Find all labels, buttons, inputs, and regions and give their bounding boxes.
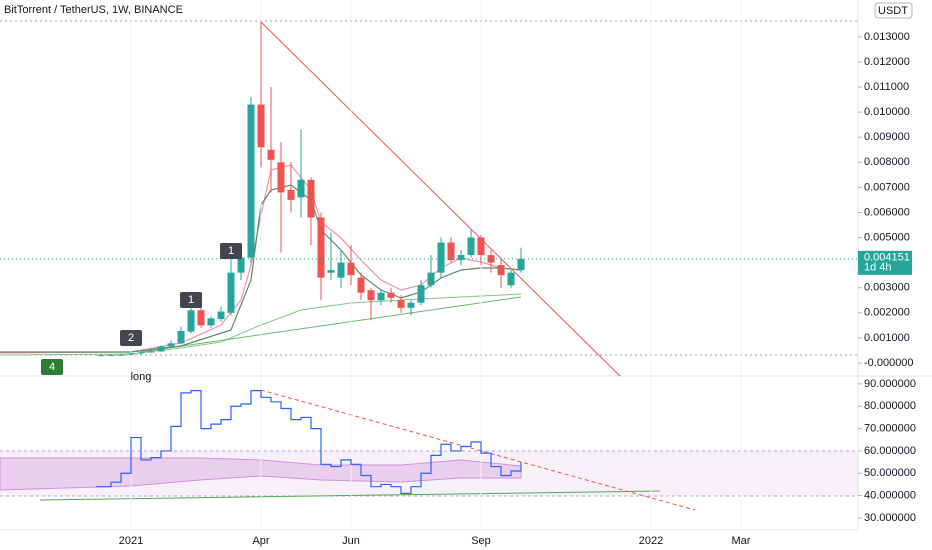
candle-body — [197, 310, 205, 326]
candle-body — [347, 262, 355, 276]
candle-body — [377, 292, 385, 301]
candle-body — [367, 290, 375, 301]
candle-body — [107, 354, 115, 356]
y-tick-label: 70.000000 — [864, 423, 916, 435]
y-tick-label: 0.012000 — [864, 56, 910, 68]
y-tick-label: 90.000000 — [864, 378, 916, 390]
candle-body — [177, 330, 185, 344]
candle-body — [247, 104, 255, 258]
y-tick-label: 0.001000 — [864, 332, 910, 344]
y-tick-label: 0.002000 — [864, 307, 910, 319]
y-tick-label: 0.013000 — [864, 31, 910, 43]
candle-body — [477, 237, 485, 256]
rsi-trend-line — [39, 490, 661, 501]
x-tick-label: Apr — [252, 535, 269, 547]
candle-body — [297, 179, 305, 198]
y-tick-label: 0.009000 — [864, 131, 910, 143]
signal-flag — [180, 292, 202, 308]
x-tick-label: 2021 — [119, 535, 143, 547]
currency-box[interactable] — [874, 2, 913, 19]
y-tick-label: 0.003000 — [864, 282, 910, 294]
candle-body — [137, 352, 145, 354]
y-tick-label: -0.000000 — [864, 357, 914, 369]
candle-body — [117, 354, 125, 356]
candle-body — [517, 258, 525, 271]
trend-line — [140, 296, 522, 353]
candle-body — [507, 272, 515, 286]
candle-body — [317, 217, 325, 278]
y-tick-label: 0.007000 — [864, 181, 910, 193]
y-tick-label: 30.000000 — [864, 512, 916, 524]
x-tick-label: 2022 — [639, 535, 663, 547]
candle-body — [427, 272, 435, 286]
candle-body — [277, 162, 285, 193]
candle-body — [447, 242, 455, 261]
y-tick-label: 0.008000 — [864, 156, 910, 168]
last-price-label: 0.004151 — [864, 252, 910, 264]
candle-body — [147, 351, 155, 353]
rsi-line — [96, 390, 522, 494]
candle-body — [407, 302, 415, 308]
candle-body — [437, 242, 445, 273]
candle-body — [127, 353, 135, 355]
signal-flag — [120, 330, 142, 346]
candle-body — [307, 179, 315, 218]
candle-body — [207, 318, 215, 326]
candle-body — [457, 255, 465, 261]
y-tick-label: 0.005000 — [864, 231, 910, 243]
candle-body — [97, 355, 105, 357]
chart-title: BitTorrent / TetherUS, 1W, BINANCE — [4, 4, 183, 16]
y-tick-label: 0.006000 — [864, 206, 910, 218]
rsi-resistance — [260, 389, 696, 511]
candle-body — [267, 149, 275, 160]
candle-body — [357, 277, 365, 293]
currency-label[interactable]: USDT — [878, 5, 908, 17]
signal-label: 4 — [49, 361, 55, 373]
signal-flag — [220, 243, 242, 259]
candle-body — [487, 255, 495, 263]
candle-body — [157, 346, 165, 352]
candle-body — [337, 262, 345, 278]
y-tick-label: 0.010000 — [864, 106, 910, 118]
signal-label: long — [131, 371, 152, 383]
candle-body — [187, 310, 195, 332]
candle-body — [387, 292, 395, 298]
x-tick-label: Sep — [471, 535, 491, 547]
signal-label: 1 — [188, 294, 194, 306]
candle-body — [167, 343, 175, 347]
signal-label: 2 — [128, 332, 134, 344]
y-tick-label: 60.000000 — [864, 445, 916, 457]
candle-body — [417, 285, 425, 303]
sma-line — [0, 293, 522, 356]
x-tick-label: Mar — [732, 535, 751, 547]
y-tick-label: 40.000000 — [864, 490, 916, 502]
candle-body — [287, 189, 295, 200]
countdown-label: 1d 4h — [864, 262, 892, 274]
candle-body — [217, 311, 225, 320]
candle-body — [397, 300, 405, 308]
candle-body — [227, 272, 235, 313]
y-tick-label: 0.011000 — [864, 81, 909, 93]
signal-flag — [41, 359, 63, 375]
x-tick-label: Jun — [342, 535, 360, 547]
candle-body — [257, 104, 265, 148]
y-tick-label: 80.000000 — [864, 400, 916, 412]
resistance-line — [260, 21, 621, 377]
candle-body — [497, 265, 505, 276]
candle-body — [237, 257, 245, 273]
y-tick-label: 50.000000 — [864, 467, 916, 479]
candle-body — [467, 237, 475, 256]
last-price-box — [858, 250, 912, 275]
signal-label: 1 — [228, 245, 234, 257]
candle-body — [327, 270, 335, 273]
